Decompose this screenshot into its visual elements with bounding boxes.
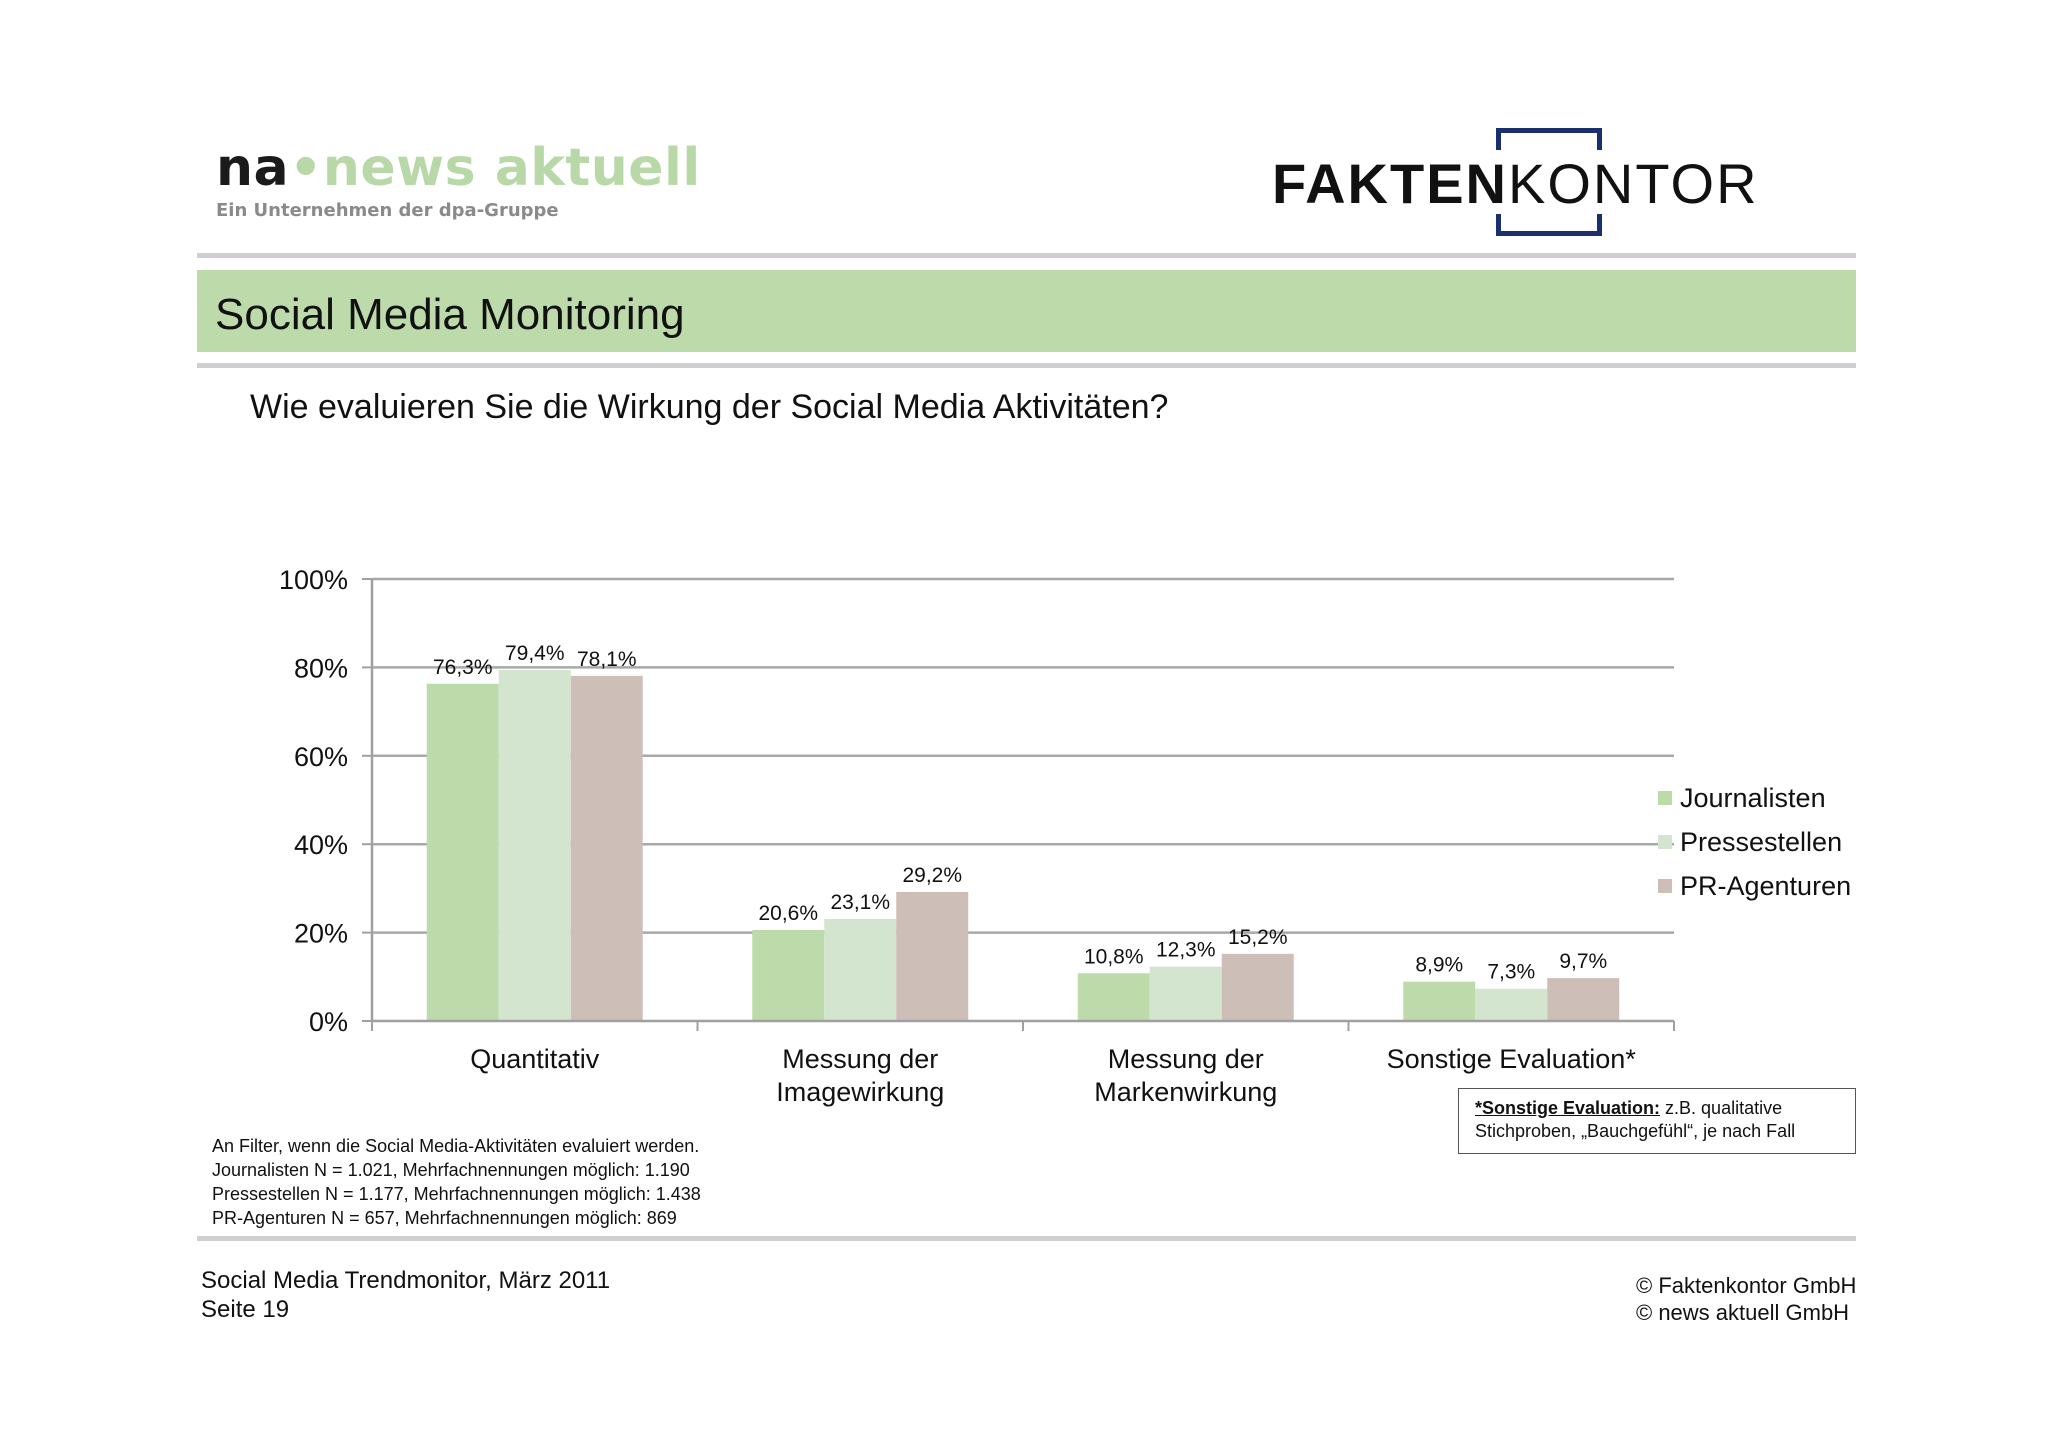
bar xyxy=(1149,966,1222,1021)
y-tick-label: 80% xyxy=(294,653,348,683)
title-divider xyxy=(197,363,1856,368)
data-label: 10,8% xyxy=(1084,945,1144,968)
news-aktuell-logo: na•news aktuell Ein Unternehmen der dpa-… xyxy=(216,138,700,228)
category-label: Markenwirkung xyxy=(1094,1077,1277,1107)
data-label: 23,1% xyxy=(830,891,890,914)
data-label: 8,9% xyxy=(1415,954,1463,977)
y-tick-label: 40% xyxy=(294,830,348,860)
base-line: Journalisten N = 1.021, Mehrfachnennunge… xyxy=(212,1160,690,1180)
news-aktuell-prefix: na xyxy=(216,138,290,198)
legend-swatch xyxy=(1658,879,1672,893)
faktenkontor-bold: FAKTEN xyxy=(1272,152,1508,215)
bar xyxy=(896,891,969,1021)
faktenkontor-light: KONTOR xyxy=(1508,152,1759,215)
data-label: 9,7% xyxy=(1559,950,1607,973)
data-label: 78,1% xyxy=(577,648,637,671)
faktenkontor-wordmark: FAKTENKONTOR xyxy=(1272,154,1759,214)
bar xyxy=(498,670,571,1021)
chart-labels: 0% 20% 40% 60% 80% 100% 76,3% 79,4% 78,1% Quantit… xyxy=(279,565,1636,1107)
legend-swatch xyxy=(1658,791,1672,805)
header-divider xyxy=(197,253,1856,258)
y-tick-label: 100% xyxy=(279,565,348,595)
faktenkontor-frame-icon xyxy=(1496,128,1602,236)
bar xyxy=(1403,981,1476,1021)
category-label: Sonstige Evaluation* xyxy=(1387,1044,1637,1074)
base-line: Pressestellen N = 1.177, Mehrfachnennung… xyxy=(212,1184,701,1204)
data-label: 29,2% xyxy=(902,864,962,887)
news-aktuell-dot: • xyxy=(289,138,323,198)
data-label: 15,2% xyxy=(1228,926,1288,949)
title-band xyxy=(197,270,1856,352)
y-tick-label: 20% xyxy=(294,919,348,949)
footer-right: © Faktenkontor GmbH © news aktuell GmbH xyxy=(1636,1272,1856,1326)
data-label: 7,3% xyxy=(1487,961,1535,984)
bar xyxy=(1547,978,1620,1021)
base-line: An Filter, wenn die Social Media-Aktivit… xyxy=(212,1136,700,1156)
copyright-faktenkontor: © Faktenkontor GmbH xyxy=(1636,1273,1857,1298)
chart-axes xyxy=(362,578,1675,1031)
legend-label: Pressestellen xyxy=(1680,827,1842,857)
note-label: *Sonstige Evaluation: xyxy=(1475,1098,1661,1118)
data-label: 20,6% xyxy=(758,902,818,925)
bar xyxy=(752,929,825,1021)
legend-swatch xyxy=(1658,835,1672,849)
note-text-line1: z.B. qualitative xyxy=(1660,1098,1783,1118)
chart-bars xyxy=(426,670,1620,1021)
data-label: 79,4% xyxy=(505,642,565,665)
bar xyxy=(1475,988,1548,1021)
survey-question: Wie evaluieren Sie die Wirkung der Socia… xyxy=(250,388,1169,426)
footer-source: Social Media Trendmonitor, März 2011 xyxy=(201,1267,611,1294)
copyright-news-aktuell: © news aktuell GmbH xyxy=(1636,1300,1850,1325)
legend-label: Journalisten xyxy=(1680,783,1826,813)
category-label: Messung der xyxy=(782,1044,938,1074)
category-label: Messung der xyxy=(1108,1044,1264,1074)
base-line: PR-Agenturen N = 657, Mehrfachnennungen … xyxy=(212,1208,677,1228)
category-label: Imagewirkung xyxy=(776,1077,944,1107)
bar xyxy=(570,675,643,1021)
note-box: *Sonstige Evaluation: z.B. qualitative S… xyxy=(1458,1088,1856,1154)
bar xyxy=(824,918,897,1021)
news-aktuell-wordmark: na•news aktuell xyxy=(216,138,700,198)
legend-label: PR-Agenturen xyxy=(1680,871,1851,901)
sample-base-info: An Filter, wenn die Social Media-Aktivit… xyxy=(212,1134,701,1230)
chart-legend: Journalisten Pressestellen PR-Agenturen xyxy=(1658,783,1851,901)
bar xyxy=(426,683,499,1021)
page-number: Seite 19 xyxy=(201,1296,290,1323)
category-label: Quantitativ xyxy=(470,1044,600,1074)
note-text-line2: Stichproben, „Bauchgefühl“, je nach Fall xyxy=(1475,1121,1796,1141)
page-title: Social Media Monitoring xyxy=(215,290,685,339)
news-aktuell-tagline: Ein Unternehmen der dpa-Gruppe xyxy=(216,200,559,221)
faktenkontor-logo: FAKTENKONTOR xyxy=(1272,128,1832,238)
footer-divider xyxy=(197,1236,1856,1241)
bar xyxy=(1221,953,1294,1021)
news-aktuell-name: news aktuell xyxy=(322,138,701,198)
footer-left: Social Media Trendmonitor, März 2011 Sei… xyxy=(201,1266,610,1324)
y-tick-label: 0% xyxy=(309,1007,348,1037)
y-tick-label: 60% xyxy=(294,742,348,772)
bar xyxy=(1077,973,1150,1021)
data-label: 76,3% xyxy=(433,656,493,679)
data-label: 12,3% xyxy=(1156,939,1216,962)
